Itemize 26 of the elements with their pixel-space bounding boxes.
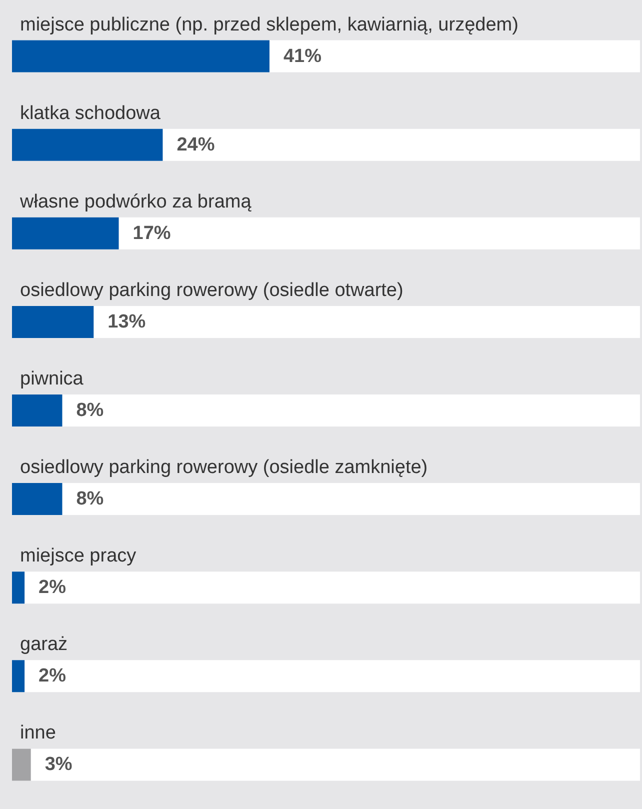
data-label: 8%	[76, 400, 104, 421]
data-label: 3%	[44, 754, 72, 776]
y-tick-label: osiedlowy parking rowerowy (osiedle otwarte)	[20, 280, 404, 301]
y-tick-label: inne	[20, 722, 56, 744]
data-label: 24%	[176, 134, 215, 156]
data-label: 2%	[38, 666, 66, 687]
data-label: 13%	[108, 311, 146, 332]
y-tick-label: klatka schodowa	[20, 102, 161, 124]
y-tick-label: osiedlowy parking rowerowy (osiedle zamknięte)	[20, 457, 428, 478]
bar	[12, 217, 119, 250]
data-label: 17%	[132, 222, 171, 244]
y-tick-label: miejsce publiczne (np. przed sklepem, kawiarnią, urzędem)	[20, 14, 518, 36]
y-tick-label: garaż	[20, 634, 68, 656]
data-label: 41%	[283, 46, 322, 67]
y-tick-label: własne podwórko za bramą	[19, 191, 252, 212]
bar	[12, 483, 62, 516]
bar	[12, 748, 31, 781]
y-tick-label: piwnica	[20, 368, 84, 390]
bar	[12, 572, 25, 604]
data-label: 2%	[38, 577, 66, 598]
bar	[12, 306, 94, 338]
bar	[12, 128, 163, 161]
data-label: 8%	[76, 488, 104, 510]
bar	[12, 660, 25, 692]
bar	[12, 394, 62, 426]
y-tick-label: miejsce pracy	[20, 546, 137, 567]
